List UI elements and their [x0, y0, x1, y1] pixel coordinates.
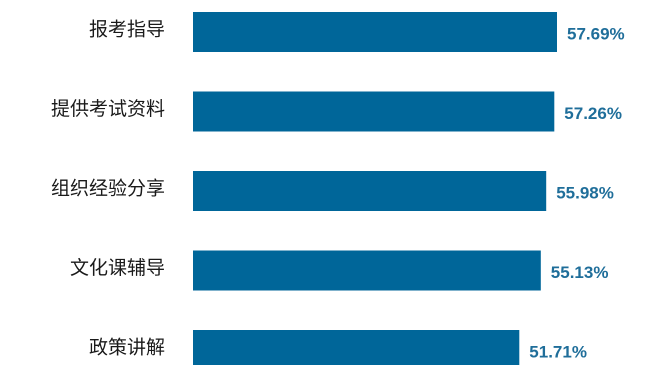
category-label-4: 政策讲解: [89, 337, 165, 359]
bar-4: [193, 330, 520, 365]
category-label-0: 报考指导: [89, 19, 165, 41]
bar-2: [193, 171, 547, 211]
value-label-2: 55.98%: [556, 183, 614, 202]
bar-3: [193, 250, 541, 291]
value-label-1: 57.26%: [564, 104, 622, 123]
value-label-3: 55.13%: [551, 263, 609, 282]
bars-layer: 报考指导 57.69% 提供考试资料 57.26% 组织经验分享 55.98% 文化课辅导 5…: [51, 12, 625, 365]
value-label-0: 57.69%: [567, 24, 625, 43]
category-label-3: 文化课辅导: [70, 257, 165, 279]
category-label-2: 组织经验分享: [51, 178, 165, 200]
category-label-1: 提供考试资料: [51, 98, 165, 120]
bar-0: [193, 12, 557, 52]
bar-1: [193, 91, 555, 132]
value-label-4: 51.71%: [529, 342, 587, 361]
